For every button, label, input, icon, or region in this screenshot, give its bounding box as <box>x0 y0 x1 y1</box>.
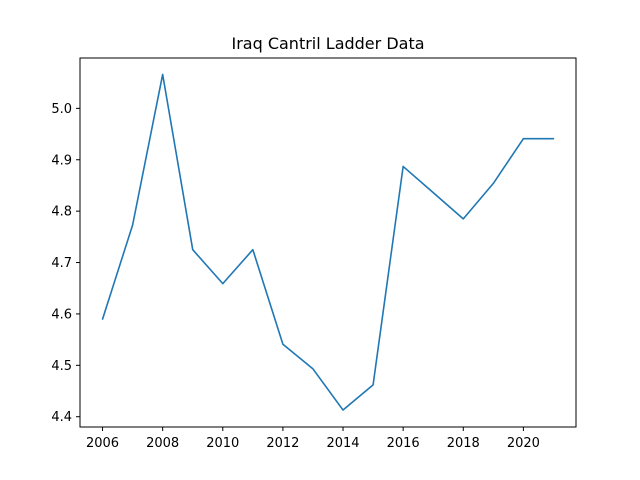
series-line <box>101 73 555 411</box>
x-tick-label: 2018 <box>447 436 480 451</box>
x-tick-label: 2006 <box>86 436 119 451</box>
y-tick-label: 4.5 <box>51 359 72 374</box>
y-tick-label: 5.0 <box>51 102 72 117</box>
y-tick-label: 4.4 <box>51 410 72 425</box>
x-tick-label: 2016 <box>387 436 420 451</box>
chart-title: Iraq Cantril Ladder Data <box>231 34 424 53</box>
x-tick-label: 2008 <box>146 436 179 451</box>
series-layer <box>101 73 555 411</box>
y-tick-label: 4.9 <box>51 153 72 168</box>
y-tick-label: 4.6 <box>51 307 72 322</box>
y-axis: 4.4 4.5 4.6 4.7 4.8 4.9 5.0 <box>51 102 80 425</box>
x-tick-label: 2012 <box>266 436 299 451</box>
x-tick-label: 2014 <box>326 436 359 451</box>
x-tick-label: 2020 <box>507 436 540 451</box>
x-tick-label: 2010 <box>206 436 239 451</box>
x-axis: 2006 2008 2010 2012 2014 2016 2018 2020 <box>86 427 540 451</box>
y-tick-label: 4.8 <box>51 205 72 220</box>
y-tick-label: 4.7 <box>51 256 72 271</box>
plot-area-frame <box>79 57 577 428</box>
